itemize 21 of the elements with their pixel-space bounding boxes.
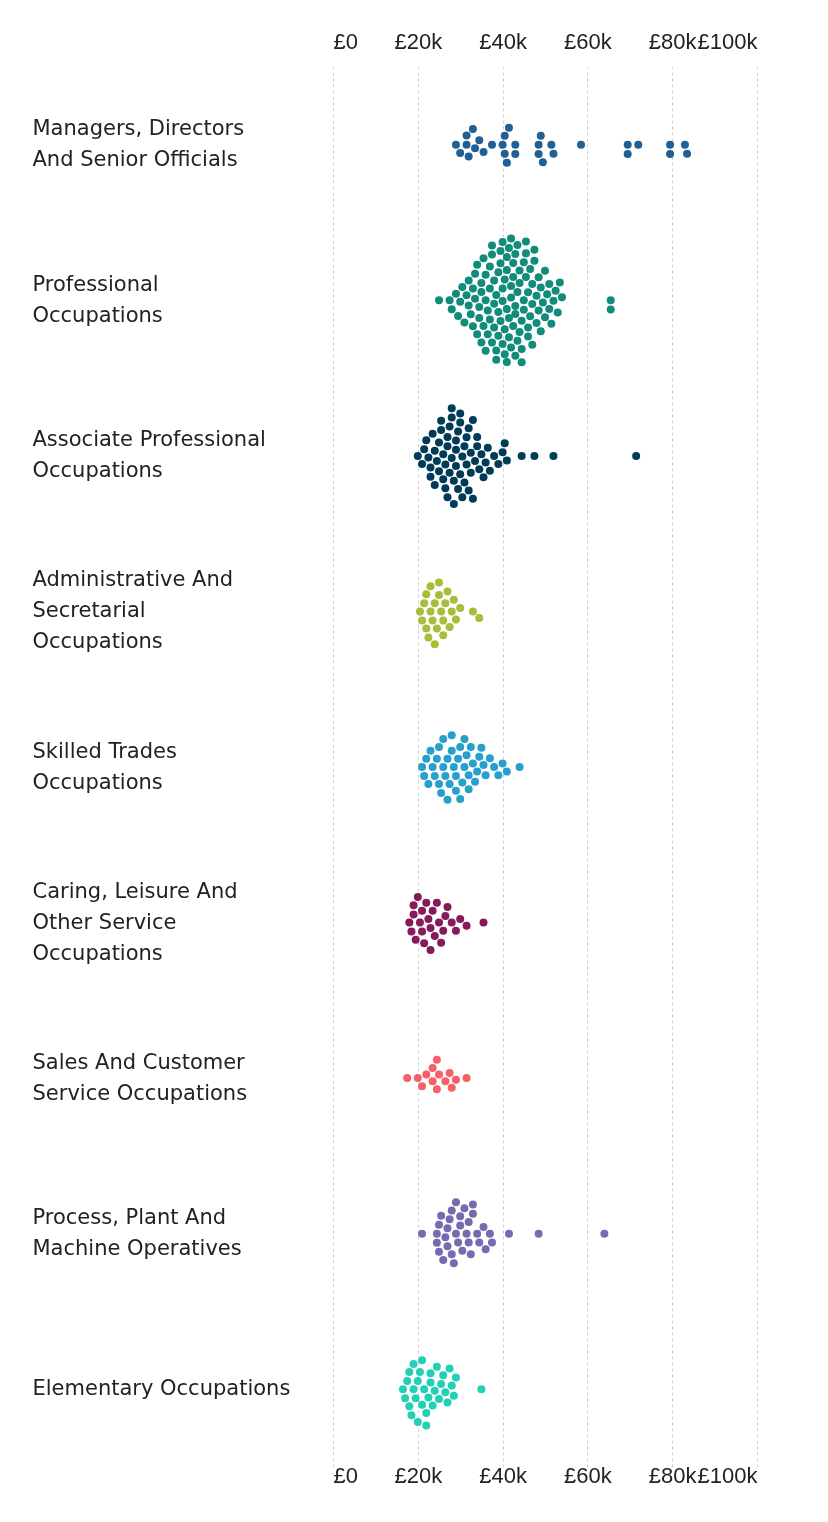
- y-tick-label: Process, Plant And Machine Operatives: [32, 1205, 242, 1261]
- x2-tick-label: £80k: [648, 28, 698, 54]
- y-tick-label: Professional Occupations: [32, 271, 163, 327]
- x2-tick-label: £100k: [697, 28, 759, 54]
- x-tick-label: £40k: [479, 1462, 528, 1488]
- x2-tick-label: £0: [333, 28, 358, 54]
- y-tick-label: Elementary Occupations: [32, 1376, 291, 1401]
- y-tick-label: Caring, Leisure And Other Service Occupations: [32, 878, 238, 965]
- y-tick-label: Administrative And Secretarial Occupations: [32, 567, 234, 654]
- x-tick-label: £60k: [564, 1462, 613, 1488]
- x-tick-label: £100k: [697, 1462, 759, 1488]
- y-tick-label: Sales And Customer Service Occupations: [32, 1049, 248, 1105]
- x2-tick-label: £20k: [394, 28, 444, 54]
- y-tick-label: Managers, Directors And Senior Officials: [32, 116, 245, 172]
- x-tick-label: £0: [333, 1462, 358, 1488]
- y-tick-label: Skilled Trades Occupations: [32, 738, 177, 794]
- x2-tick-label: £40k: [479, 28, 528, 54]
- y-tick-label: Associate Professional Occupations: [32, 427, 266, 483]
- x-tick-label: £20k: [394, 1462, 444, 1488]
- x-tick-label: £80k: [648, 1462, 698, 1488]
- x2-tick-label: £60k: [564, 28, 613, 54]
